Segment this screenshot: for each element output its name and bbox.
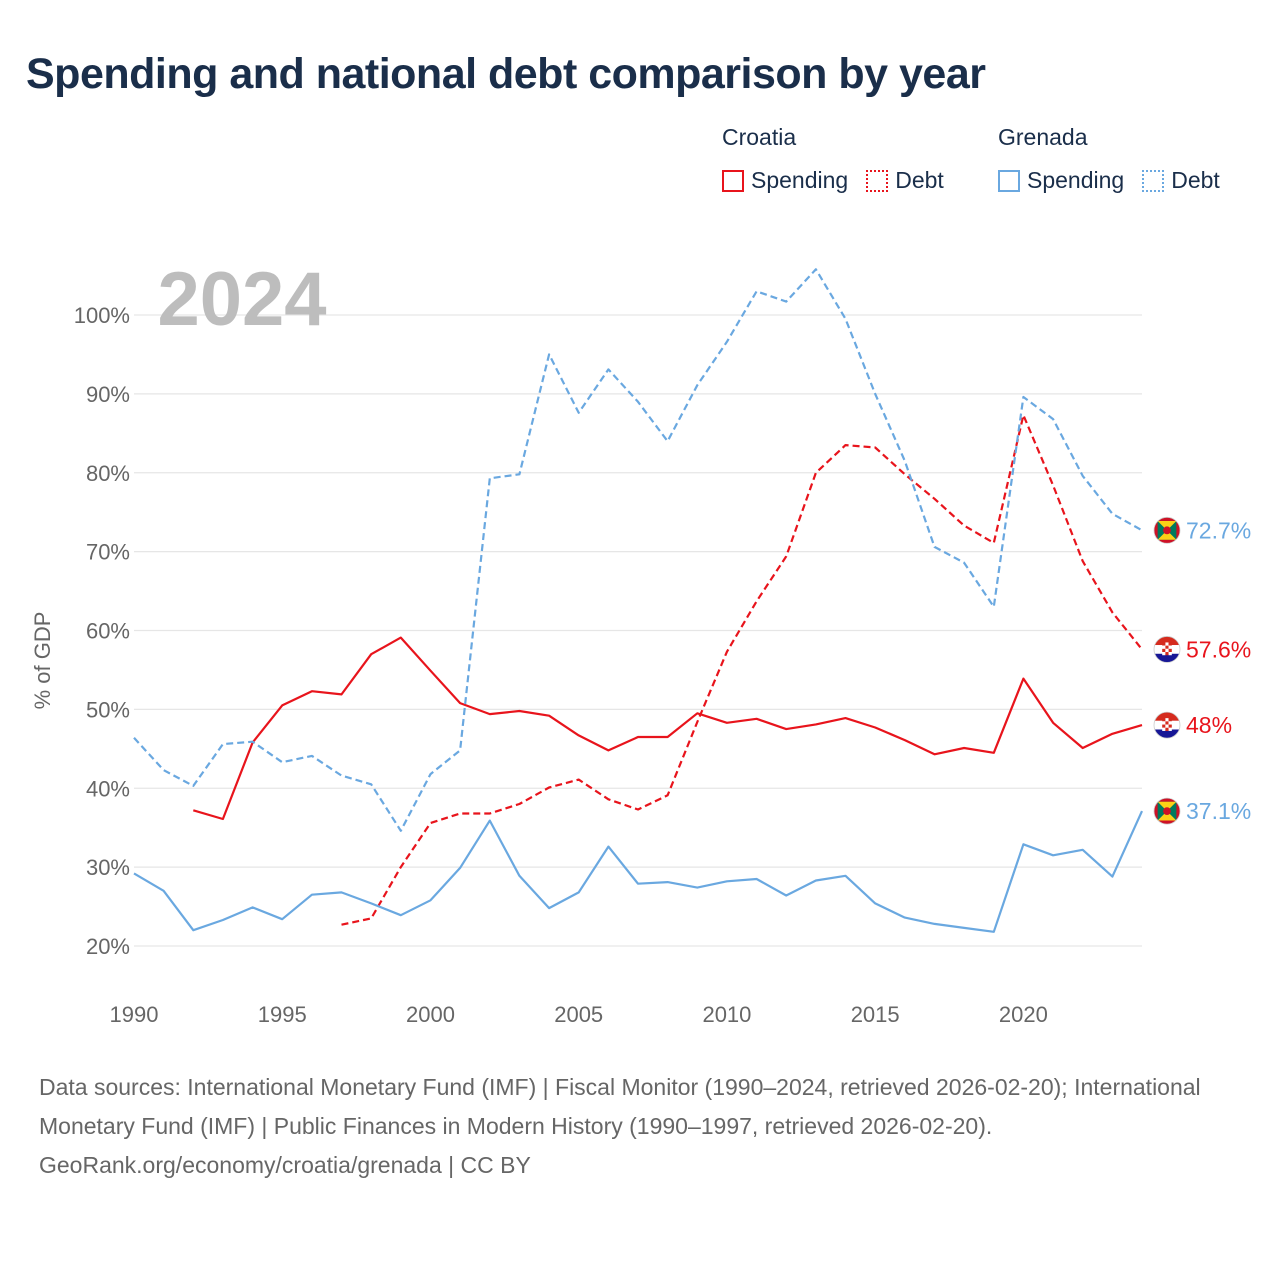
legend-grenada: Grenada Spending Debt [998,124,1238,194]
legend-swatch-grenada-debt [1142,169,1165,192]
legend-swatch-grenada-spending [998,169,1020,192]
y-tick-label-60: 60% [86,619,130,644]
end-label-croatia-spending: 48% [1186,712,1232,738]
legend-swatch-croatia-debt [866,169,889,192]
legend-country-grenada: Grenada [998,124,1088,150]
legend-label-croatia-spending: Spending [751,167,849,193]
end-label-grenada-spending: 37.1% [1186,798,1251,824]
x-tick-label-2020: 2020 [999,1002,1048,1027]
legend-grenada-spending[interactable]: Spending [998,167,1124,194]
legend-swatch-croatia-spending [722,169,744,192]
x-tick-label-2005: 2005 [554,1002,603,1027]
x-tick-label-2015: 2015 [851,1002,900,1027]
grenada-flag-icon [1153,516,1181,544]
grenada-flag-icon [1153,797,1181,825]
y-tick-label-100: 100% [74,303,130,328]
y-tick-label-30: 30% [86,855,130,880]
legend-croatia: Croatia Spending Debt [722,124,962,194]
legend-croatia-spending[interactable]: Spending [722,167,848,194]
x-tick-label-2010: 2010 [702,1002,751,1027]
source-link[interactable]: GeoRank.org/economy/croatia/grenada | CC… [39,1152,531,1178]
y-tick-label-90: 90% [86,382,130,407]
series-line-croatia-debt[interactable] [341,414,1143,926]
y-axis-title: % of GDP [30,612,55,710]
y-tick-label-50: 50% [86,697,130,722]
year-label: 2024 [157,257,326,342]
axis-layer: 20% 30% 40% 50% 60% 70% 80% 90% 100% 1990 1995 2000… [30,303,1048,1027]
legend-label-grenada-spending: Spending [1027,167,1125,193]
end-label-grenada-debt: 72.7% [1186,517,1251,543]
legend-croatia-debt[interactable]: Debt [866,167,944,194]
series-line-grenada-debt[interactable] [133,268,1143,832]
y-tick-label-40: 40% [86,776,130,801]
end-label-layer: 48% 57.6% 37.1% 72.7% [1153,516,1251,825]
grid-layer [134,314,1142,947]
x-tick-label-2000: 2000 [406,1002,455,1027]
end-label-croatia-debt: 57.6% [1186,636,1251,662]
footer: Data sources: International Monetary Fun… [39,1068,1239,1185]
series-line-croatia-spending[interactable] [192,636,1143,821]
line-chart: 2024 20% 30% 40% 50% 60% 70% 80% 90% 100% 1990 199… [30,257,1251,1027]
legend-country-croatia: Croatia [722,124,797,150]
series-layer [133,268,1144,933]
data-sources: Data sources: International Monetary Fun… [39,1074,1201,1139]
y-tick-label-20: 20% [86,934,130,959]
legend-label-grenada-debt: Debt [1171,167,1220,193]
y-tick-label-80: 80% [86,461,130,486]
croatia-flag-icon [1153,711,1181,739]
x-tick-label-1990: 1990 [110,1002,159,1027]
croatia-flag-icon [1153,636,1181,663]
x-tick-label-1995: 1995 [258,1002,307,1027]
chart-title: Spending and national debt comparison by… [26,50,986,98]
series-line-grenada-spending[interactable] [133,810,1144,933]
legend-grenada-debt[interactable]: Debt [1142,167,1220,194]
y-tick-label-70: 70% [86,540,130,565]
legend-label-croatia-debt: Debt [895,167,944,193]
